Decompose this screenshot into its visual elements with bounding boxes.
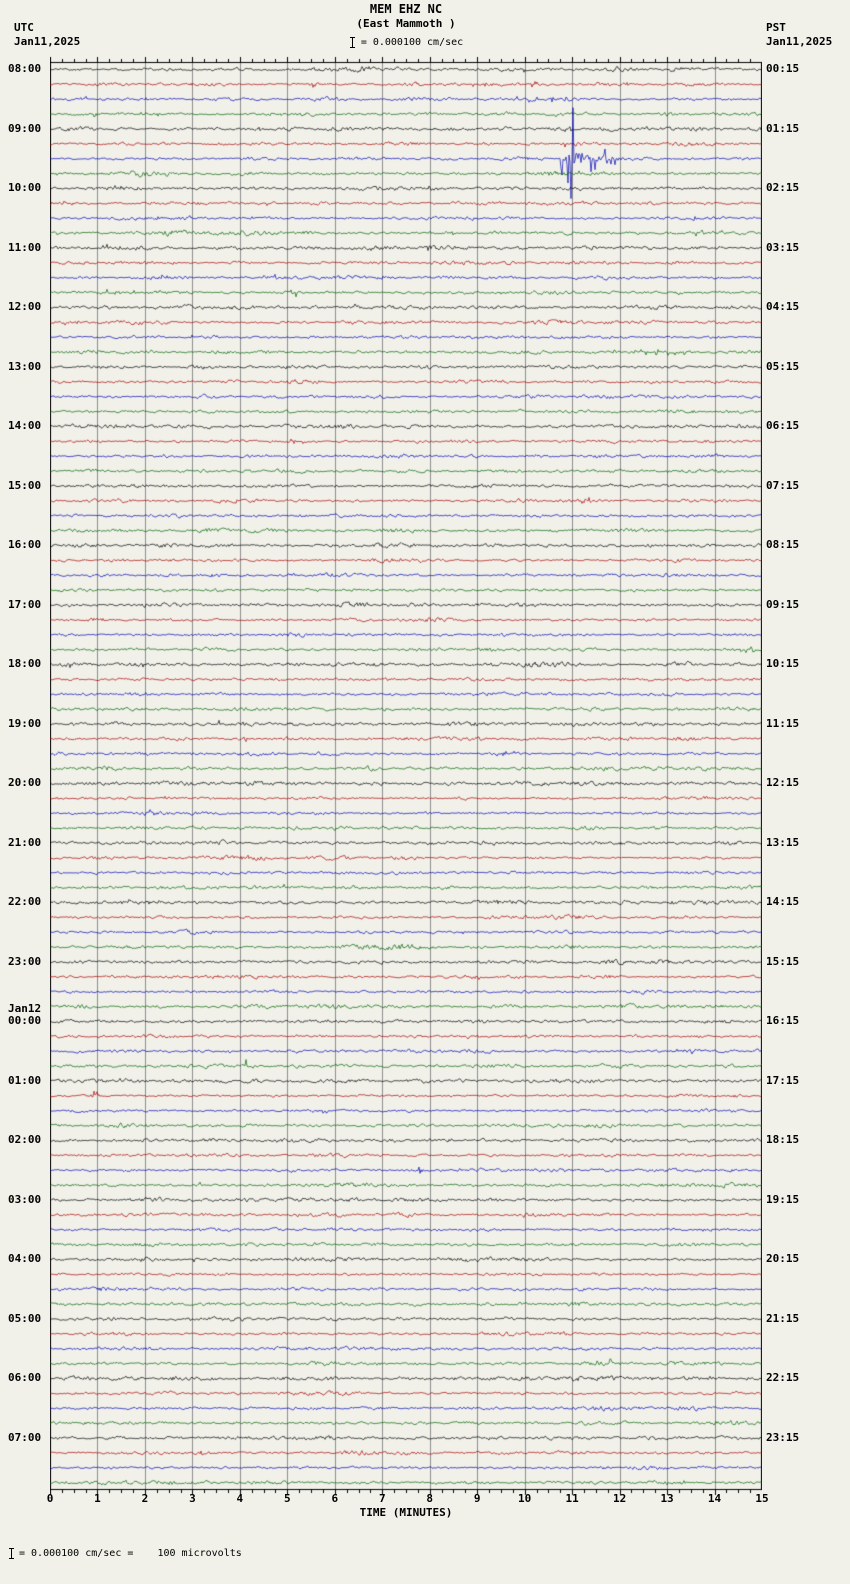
pst-hour-label: 03:15: [766, 240, 800, 254]
x-axis-title: TIME (MINUTES): [359, 1506, 453, 1519]
utc-hour-label: 22:00: [8, 895, 42, 909]
scale-legend: = 0.000100 cm/sec: [50, 36, 762, 49]
utc-hour-label: 23:00: [8, 954, 42, 968]
utc-hour-label: 03:00: [8, 1192, 42, 1206]
pst-hour-label: 12:15: [766, 776, 800, 790]
utc-hour-label: 02:00: [8, 1133, 42, 1147]
x-tick-label: 11: [565, 1492, 579, 1505]
x-tick-label: 1: [94, 1492, 101, 1505]
pst-hour-label: 05:15: [766, 359, 800, 373]
utc-hour-label: 06:00: [8, 1371, 42, 1385]
pst-hour-label: 23:15: [766, 1430, 800, 1444]
scale-legend-text: = 0.000100 cm/sec: [360, 37, 464, 48]
pst-hour-label: 22:15: [766, 1371, 800, 1385]
pst-hour-label: 15:15: [766, 954, 800, 968]
utc-hour-label: 18:00: [8, 657, 42, 671]
utc-hour-label: 12:00: [8, 300, 42, 314]
x-tick-label: 2: [141, 1492, 149, 1505]
pst-hour-label: 06:15: [766, 419, 800, 433]
utc-hour-label: 16:00: [8, 538, 42, 552]
utc-hour-label: 04:00: [8, 1252, 42, 1266]
seismogram-plot: [50, 56, 762, 1500]
utc-hour-label: 10:00: [8, 181, 42, 195]
x-tick-label: 9: [473, 1492, 481, 1505]
utc-timezone-label: UTC: [14, 21, 34, 34]
utc-hour-label: 17:00: [8, 597, 42, 611]
x-tick-label: 15: [755, 1492, 769, 1505]
pst-hour-label: 10:15: [766, 657, 800, 671]
footer-scale-note: = 0.000100 cm/sec = 100 microvolts: [8, 1547, 242, 1560]
station-location: (East Mammoth ): [356, 17, 456, 30]
utc-date-label: Jan11,2025: [14, 35, 81, 48]
station-title: MEM EHZ NC: [369, 2, 443, 16]
x-tick-label: 8: [426, 1492, 434, 1505]
utc-hour-label: 15:00: [8, 478, 42, 492]
pst-hour-label: 18:15: [766, 1133, 800, 1147]
pst-hour-label: 11:15: [766, 716, 800, 730]
utc-hour-label: 11:00: [8, 240, 42, 254]
x-tick-label: 5: [284, 1492, 291, 1505]
utc-hour-label: 20:00: [8, 776, 42, 790]
pst-hour-label: 16:15: [766, 1014, 800, 1028]
utc-hour-label: 05:00: [8, 1311, 42, 1325]
x-tick-label: 6: [331, 1492, 339, 1505]
pst-hour-label: 17:15: [766, 1073, 800, 1087]
utc-hour-label: 13:00: [8, 359, 42, 373]
x-tick-label: 10: [518, 1492, 532, 1505]
utc-hour-label: 21:00: [8, 835, 42, 849]
pst-hour-label: 09:15: [766, 597, 800, 611]
pst-hour-label: 02:15: [766, 181, 800, 195]
pst-hour-label: 14:15: [766, 895, 800, 909]
utc-hour-label: 00:00: [8, 1014, 42, 1028]
x-tick-label: 3: [189, 1492, 196, 1505]
x-tick-label: 4: [236, 1492, 244, 1505]
utc-hour-label: 08:00: [8, 62, 42, 76]
pst-hour-label: 04:15: [766, 300, 800, 314]
utc-hour-label: 14:00: [8, 419, 42, 433]
x-tick-label: 12: [612, 1492, 627, 1505]
pst-hour-label: 07:15: [766, 478, 800, 492]
pst-hour-label: 00:15: [766, 62, 800, 76]
pst-hour-label: 08:15: [766, 538, 800, 552]
utc-hour-label: 01:00: [8, 1073, 42, 1087]
x-tick-label: 7: [378, 1492, 386, 1505]
x-tick-label: 14: [707, 1492, 722, 1505]
scale-bar-icon: [349, 37, 355, 48]
utc-hour-label: 19:00: [8, 716, 42, 730]
utc-hour-label: 07:00: [8, 1430, 42, 1444]
footer-scale-text: = 0.000100 cm/sec = 100 microvolts: [19, 1548, 242, 1559]
pst-hour-label: 20:15: [766, 1252, 800, 1266]
pst-date-label: Jan11,2025: [766, 35, 833, 48]
pst-hour-label: 19:15: [766, 1192, 800, 1206]
utc-hour-label: 09:00: [8, 121, 42, 135]
pst-hour-label: 01:15: [766, 121, 800, 135]
x-tick-label: 0: [46, 1492, 54, 1505]
pst-hour-label: 21:15: [766, 1311, 800, 1325]
pst-timezone-label: PST: [766, 21, 786, 34]
date-change-label: Jan12: [8, 1002, 42, 1016]
pst-hour-label: 13:15: [766, 835, 800, 849]
footer-scale-bar-icon: [9, 1548, 14, 1559]
x-tick-label: 13: [660, 1492, 674, 1505]
